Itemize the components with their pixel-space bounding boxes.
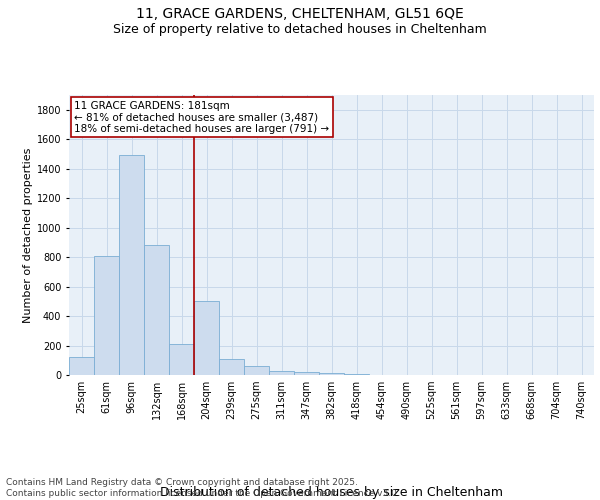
Bar: [119, 156, 144, 375]
Text: 11 GRACE GARDENS: 181sqm
← 81% of detached houses are smaller (3,487)
18% of sem: 11 GRACE GARDENS: 181sqm ← 81% of detach…: [74, 100, 329, 134]
Bar: [194, 302, 219, 375]
Bar: [69, 358, 94, 375]
Y-axis label: Number of detached properties: Number of detached properties: [23, 148, 32, 322]
Text: 11, GRACE GARDENS, CHELTENHAM, GL51 6QE: 11, GRACE GARDENS, CHELTENHAM, GL51 6QE: [136, 8, 464, 22]
Bar: [144, 246, 169, 375]
Bar: [244, 366, 269, 375]
X-axis label: Distribution of detached houses by size in Cheltenham: Distribution of detached houses by size …: [160, 486, 503, 499]
Bar: [269, 370, 294, 375]
Bar: [169, 344, 194, 375]
Bar: [319, 373, 344, 375]
Bar: [219, 359, 244, 375]
Bar: [294, 372, 319, 375]
Bar: [94, 256, 119, 375]
Bar: [344, 374, 369, 375]
Text: Contains HM Land Registry data © Crown copyright and database right 2025.
Contai: Contains HM Land Registry data © Crown c…: [6, 478, 400, 498]
Text: Size of property relative to detached houses in Cheltenham: Size of property relative to detached ho…: [113, 22, 487, 36]
